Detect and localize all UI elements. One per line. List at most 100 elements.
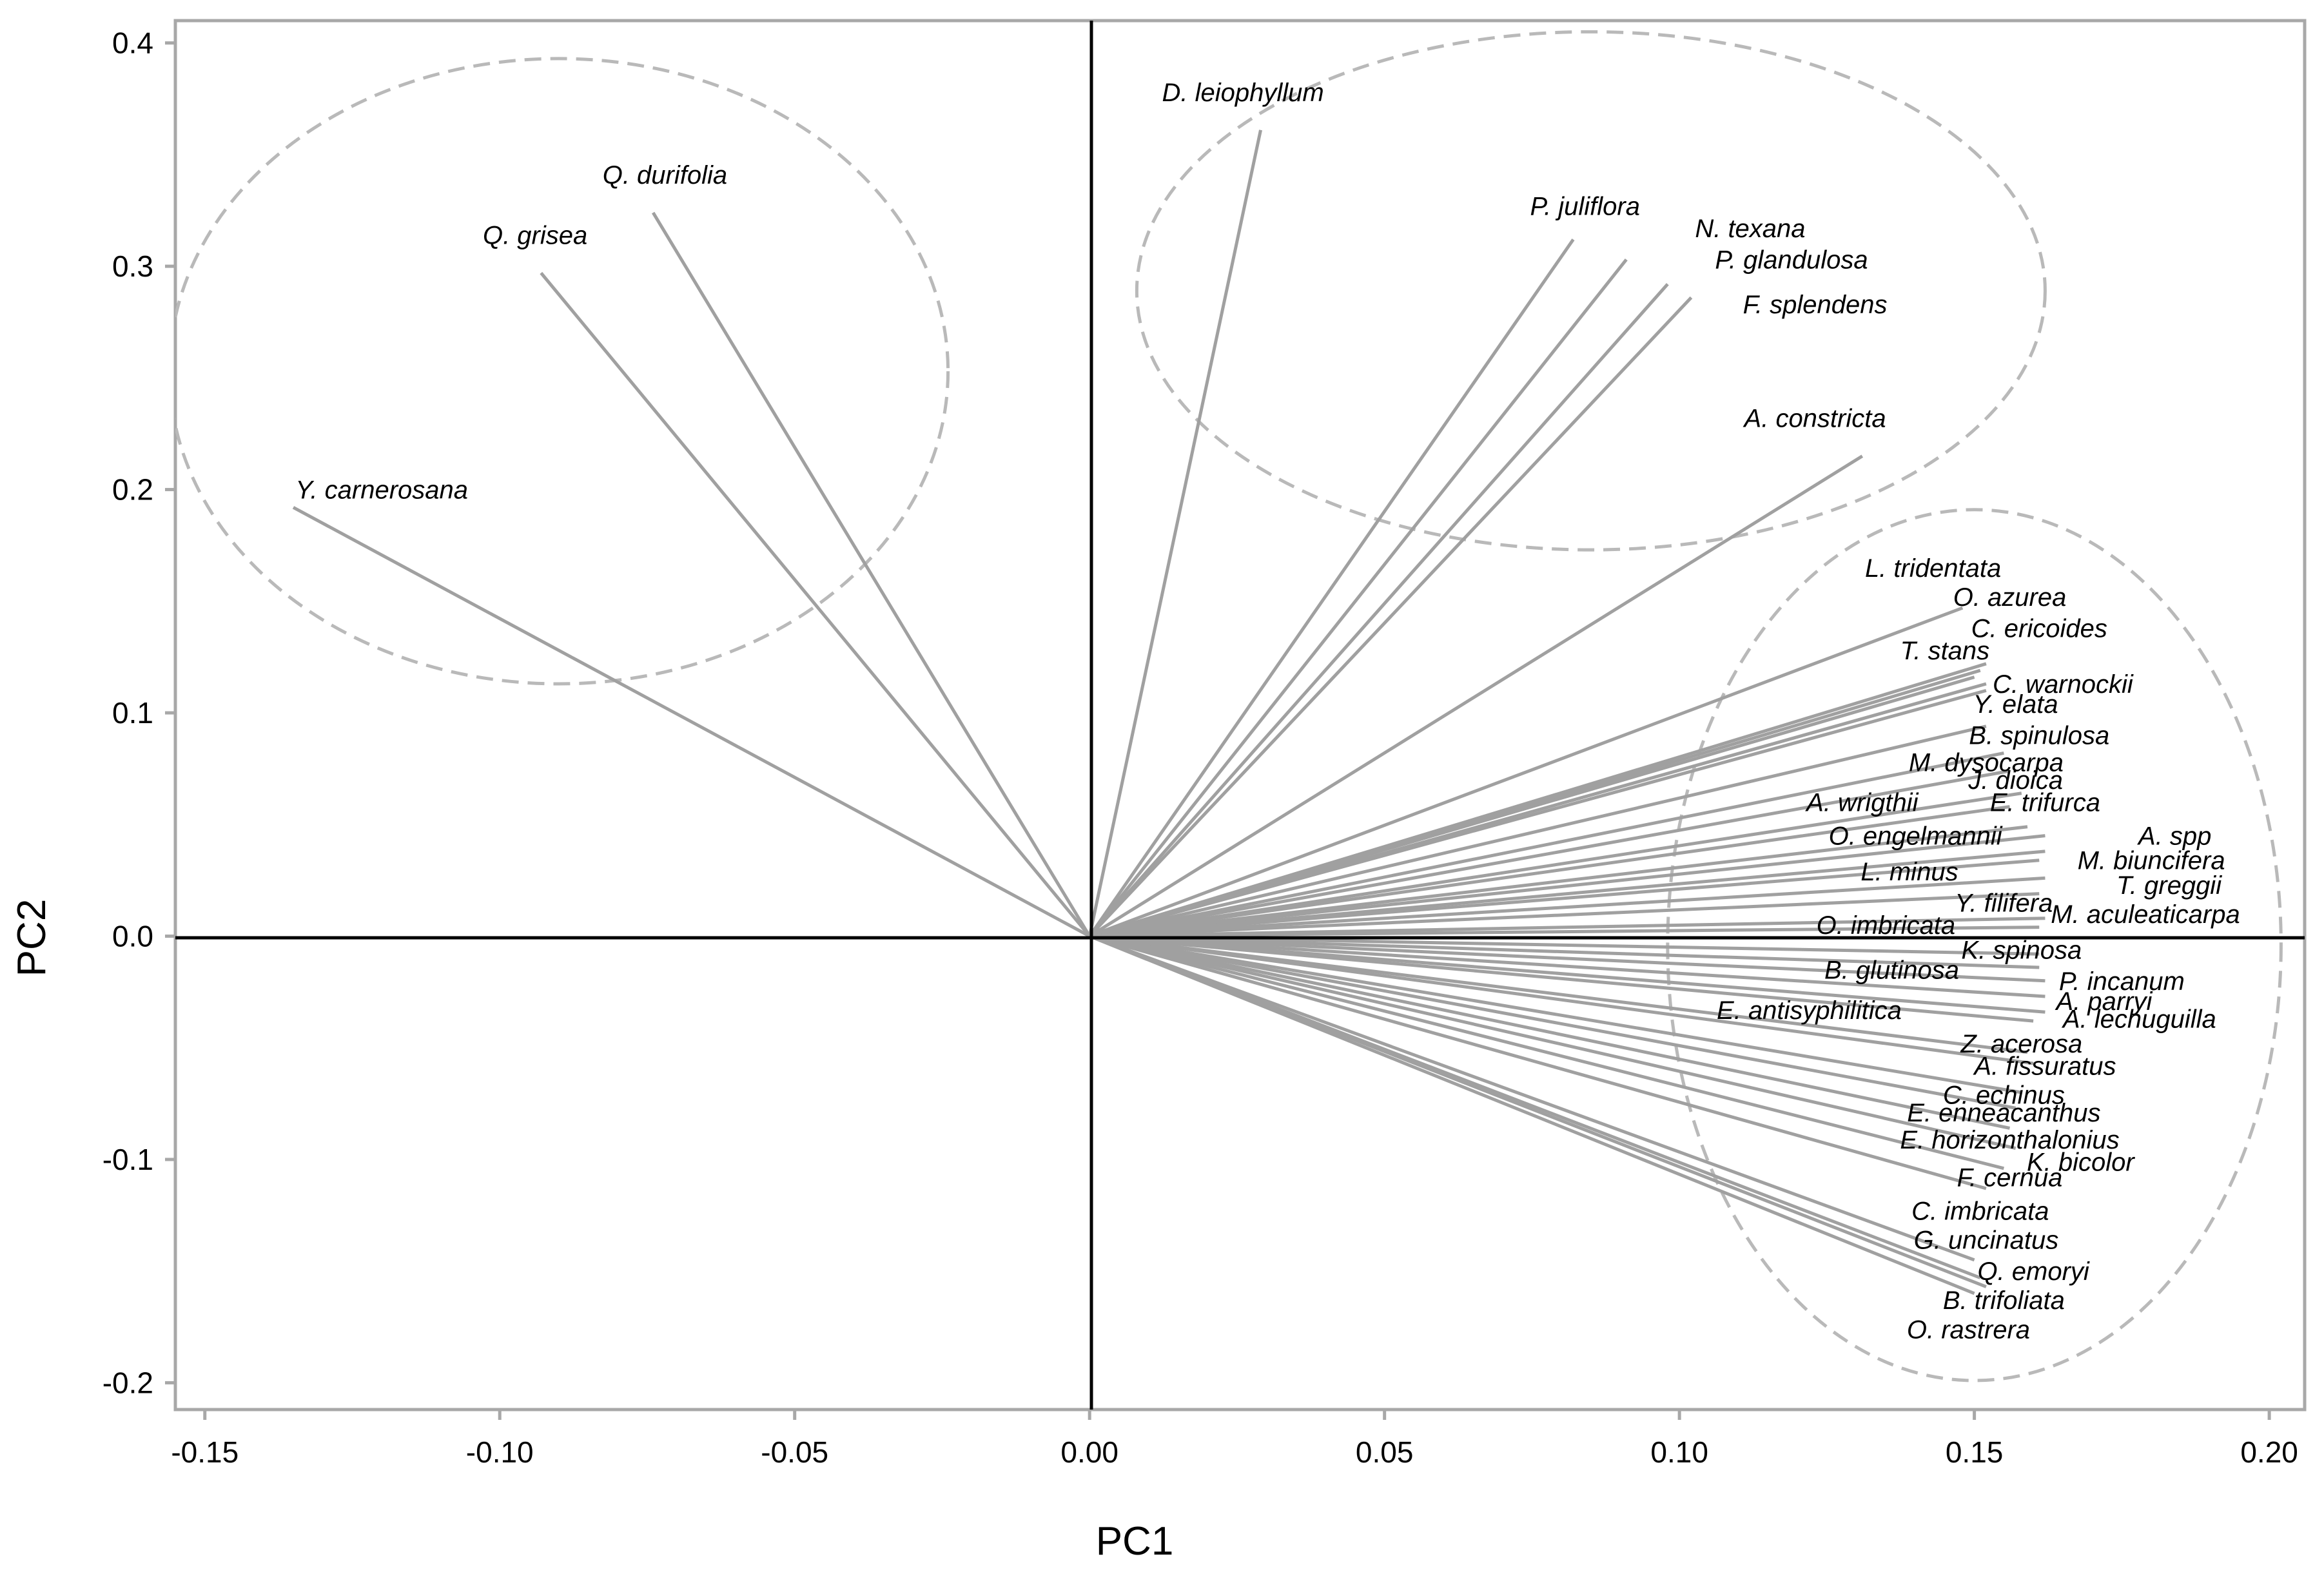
species-label: O. azurea xyxy=(1953,583,2067,612)
species-label: T. greggii xyxy=(2116,871,2222,900)
loading-vector xyxy=(1089,935,2034,1065)
species-label: E. trifurca xyxy=(1990,789,2100,817)
loading-vector xyxy=(1089,606,1964,938)
species-label: Y. filifera xyxy=(1955,889,2053,918)
loading-vector xyxy=(1089,934,2040,969)
species-labels: Y. carnerosana Q. grisea Q. durifolia D. le… xyxy=(295,79,2240,1344)
loading-vector xyxy=(1089,935,2046,1014)
y-tick-label: 0.2 xyxy=(112,473,153,507)
loading-vector xyxy=(1089,858,2040,938)
loading-vector xyxy=(1089,935,2011,1130)
species-label: N. texana xyxy=(1695,215,1805,243)
species-label: C. imbricata xyxy=(1911,1198,2049,1226)
y-axis-ticks: -0.2 -0.1 0.0 0.1 0.2 0.3 0.4 xyxy=(103,26,175,1399)
y-tick-label: 0.4 xyxy=(112,26,153,60)
loading-vector xyxy=(1089,926,2040,938)
species-label: Y. carnerosana xyxy=(295,476,468,505)
species-label: G. uncinatus xyxy=(1914,1227,2059,1255)
species-label: P. juliflora xyxy=(1530,193,1640,221)
loading-vector xyxy=(1089,935,2028,1054)
species-label: C. warnockii xyxy=(1993,670,2134,699)
loading-vector xyxy=(1089,724,1987,938)
loading-vector xyxy=(1089,935,2034,1023)
species-label: Q. durifolia xyxy=(603,161,727,189)
loading-vector xyxy=(1089,769,2010,938)
x-tick-label: 0.15 xyxy=(1946,1435,2004,1469)
x-tick-label: 0.10 xyxy=(1650,1435,1708,1469)
x-tick-label: 0.00 xyxy=(1060,1435,1118,1469)
species-label: P. incanum xyxy=(2059,967,2185,996)
x-tick-label: -0.05 xyxy=(761,1435,828,1469)
y-axis-title: PC2 xyxy=(10,899,54,977)
loading-vector xyxy=(1089,892,2040,938)
x-axis-ticks: -0.15 -0.10 -0.05 0.00 0.05 0.10 0.15 0.20 xyxy=(171,1410,2298,1469)
loading-vector xyxy=(1088,283,1669,938)
loading-vector xyxy=(540,271,1091,938)
y-tick-label: 0.3 xyxy=(112,249,153,283)
loading-vector xyxy=(1089,935,1987,1190)
species-label: L. minus xyxy=(1860,858,1958,886)
species-label: C. echinus xyxy=(1943,1081,2065,1109)
loading-vector xyxy=(1089,935,2016,1110)
y-tick-label: -0.2 xyxy=(103,1366,153,1399)
species-label: F. cernua xyxy=(1957,1164,2063,1192)
loading-vector xyxy=(1089,935,2022,1094)
loading-vector xyxy=(1088,454,1864,938)
loading-vector xyxy=(1089,935,2004,1170)
species-label: E. horizonthalonius xyxy=(1900,1126,2119,1154)
species-label: M. aculeaticarpa xyxy=(2051,900,2240,929)
group-ellipse-group-2 xyxy=(1135,30,2047,552)
species-label: Y. elata xyxy=(1973,690,2058,719)
x-axis-title: PC1 xyxy=(1096,1519,1174,1564)
species-label: Z. acerosa xyxy=(1960,1030,2082,1058)
species-label: B. spinulosa xyxy=(1969,722,2109,750)
species-label: O. imbricata xyxy=(1817,911,1956,940)
species-label: A. spp xyxy=(2137,822,2211,851)
species-label: D. leiophyllum xyxy=(1162,79,1323,107)
loading-vector xyxy=(1088,296,1693,938)
species-label: B. glutinosa xyxy=(1824,956,1959,984)
loading-vector xyxy=(1089,791,2022,938)
loading-vector xyxy=(651,211,1091,937)
loading-vector xyxy=(1089,935,1987,1288)
loading-vector xyxy=(1088,258,1628,938)
group-ellipse-group-3 xyxy=(1666,508,2283,1382)
species-label: K. bicolor xyxy=(2027,1148,2135,1176)
species-label: F. splendens xyxy=(1743,291,1888,319)
species-label: P. glandulosa xyxy=(1715,246,1868,275)
loading-vectors xyxy=(292,130,2046,1295)
loading-vector xyxy=(1089,935,2046,998)
species-label: M. dysocarpa xyxy=(1909,748,2064,777)
species-label: Q. grisea xyxy=(483,222,587,250)
loading-vector xyxy=(1088,238,1575,937)
y-tick-label: 0.0 xyxy=(112,919,153,953)
species-label: B. trifoliata xyxy=(1943,1286,2065,1315)
species-label: A. constricta xyxy=(1743,405,1886,433)
species-label: A. parryi xyxy=(2055,987,2153,1016)
x-tick-label: -0.10 xyxy=(466,1435,534,1469)
loading-vector xyxy=(1089,876,2046,938)
species-label: C. ericoides xyxy=(1971,614,2107,643)
species-label: E. enneacanthus xyxy=(1907,1099,2100,1127)
species-label: Q. emoryi xyxy=(1977,1257,2089,1286)
group-ellipse-group-1 xyxy=(175,57,950,686)
species-label: J. dioica xyxy=(1968,766,2063,795)
loading-vector xyxy=(1089,688,1987,938)
loading-vector xyxy=(1089,834,2046,938)
species-label: L. tridentata xyxy=(1865,554,2001,583)
species-label: A. lechuguilla xyxy=(2062,1005,2216,1034)
loading-vector xyxy=(1089,825,2028,938)
group-ellipses xyxy=(175,30,2283,1382)
species-label: O. engelmannii xyxy=(1829,822,2003,851)
loading-vector xyxy=(1089,935,2046,983)
loading-vector xyxy=(1089,935,2016,1150)
species-label: K. spinosa xyxy=(1961,936,2082,964)
x-tick-label: 0.05 xyxy=(1356,1435,1414,1469)
loading-vector xyxy=(1089,751,2004,938)
species-label: T. stans xyxy=(1900,637,1990,665)
species-label: A. fissuratus xyxy=(1973,1052,2116,1080)
species-label: O. rastrera xyxy=(1907,1315,2030,1344)
loading-vector xyxy=(1089,935,1975,1262)
y-tick-label: 0.1 xyxy=(112,696,153,730)
